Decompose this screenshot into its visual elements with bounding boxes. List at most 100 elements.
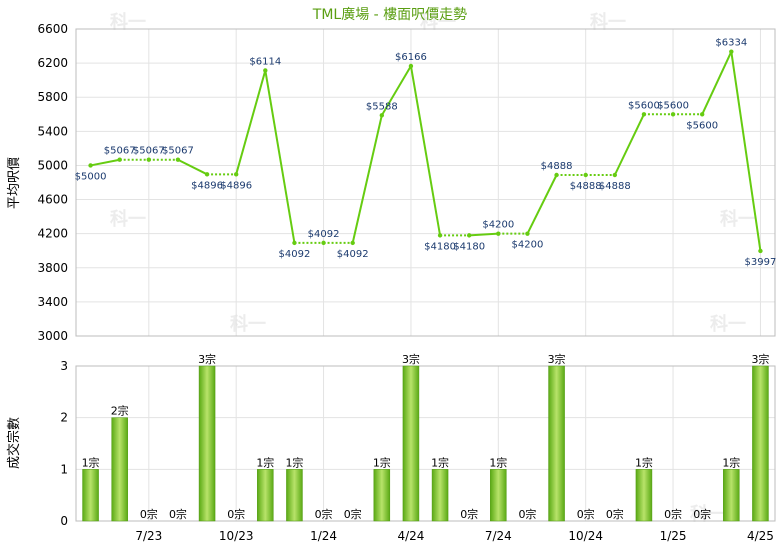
x-tick-label: 1/25 <box>660 529 687 543</box>
volume-y-axis-label: 成交宗數 <box>6 417 22 469</box>
price-y-tick-label: 3400 <box>37 295 68 309</box>
volume-bar <box>82 469 99 522</box>
volume-bar <box>373 469 391 522</box>
volume-y-tick-label: 1 <box>60 462 68 476</box>
price-grid <box>76 28 775 337</box>
volume-bar-label: 0宗 <box>577 507 595 521</box>
price-point <box>525 231 530 236</box>
price-point <box>554 172 559 178</box>
price-point-label: $6114 <box>249 56 281 67</box>
watermark-layer: 科一 科一 科一 科一 科一 科一 科一 科一 <box>110 11 756 525</box>
price-point-label: $6334 <box>715 38 747 49</box>
x-tick-label: 10/24 <box>568 529 603 543</box>
watermark: 科一 <box>110 11 146 33</box>
price-y-axis-label: 平均呎價 <box>7 157 22 209</box>
price-point-label: $4888 <box>599 181 631 192</box>
volume-y-tick-label: 0 <box>60 514 68 528</box>
price-point-label: $4180 <box>453 241 485 252</box>
volume-bar-label: 0宗 <box>606 507 624 521</box>
volume-bar-label: 1宗 <box>82 455 100 469</box>
x-tick-label: 1/24 <box>310 529 337 543</box>
volume-bar-label: 1宗 <box>285 455 303 469</box>
volume-bar <box>752 365 769 522</box>
volume-bar <box>635 469 653 522</box>
price-point <box>263 68 268 73</box>
price-point-label: $4180 <box>424 241 456 252</box>
volume-y-tick-label: 2 <box>60 411 68 425</box>
watermark: 科一 <box>420 11 456 33</box>
volume-bar-label: 1宗 <box>431 455 449 469</box>
volume-bar <box>431 469 449 522</box>
x-axis: 7/23 10/23 1/24 4/24 7/24 10/24 1/25 4/25 <box>135 529 774 543</box>
price-line-segment <box>526 174 558 235</box>
price-point-label: $4896 <box>220 180 252 191</box>
volume-bar <box>257 469 274 522</box>
volume-bar-label: 2宗 <box>111 404 129 418</box>
price-y-tick-label: 5000 <box>37 158 68 172</box>
price-line-segment <box>469 232 499 237</box>
volume-bar-label: 0宗 <box>460 507 478 521</box>
volume-bar-label: 1宗 <box>256 455 274 469</box>
price-point-label: $5588 <box>366 101 398 112</box>
volume-bar-label: 3宗 <box>402 352 420 366</box>
price-point <box>583 172 588 178</box>
price-point <box>117 157 122 162</box>
price-y-tick-label: 3800 <box>37 261 68 275</box>
price-point <box>321 240 326 246</box>
price-point-label: $5600 <box>686 120 718 131</box>
volume-bar-label: 0宗 <box>315 507 333 521</box>
volume-bar <box>111 417 128 522</box>
volume-bar <box>286 469 303 522</box>
price-line-segment <box>177 158 208 176</box>
price-point-label: $5600 <box>628 100 660 111</box>
watermark: 科一 <box>690 503 726 525</box>
watermark: 科一 <box>710 313 746 335</box>
price-y-axis: 3000 3400 3800 4200 4600 5000 5400 5800 6200 6600 <box>37 22 68 343</box>
x-tick-label: 4/25 <box>747 529 774 543</box>
x-tick-label: 10/23 <box>219 529 254 543</box>
price-line-segment <box>701 51 733 115</box>
price-point-label: $4092 <box>337 249 369 260</box>
volume-bar-label: 0宗 <box>344 507 362 521</box>
price-point-label: $4200 <box>512 240 544 251</box>
price-y-tick-label: 3000 <box>37 329 68 343</box>
price-line <box>90 51 762 252</box>
volume-bar-label: 1宗 <box>635 455 653 469</box>
price-point <box>88 163 93 168</box>
price-plot-frame <box>75 28 776 337</box>
price-line-segment <box>613 113 645 176</box>
volume-bar-label: 3宗 <box>548 352 566 366</box>
volume-bar-label: 0宗 <box>140 507 158 521</box>
price-point <box>437 233 443 238</box>
price-y-tick-label: 6600 <box>37 22 68 36</box>
price-point <box>699 112 705 117</box>
price-line-segment <box>409 65 442 236</box>
watermark: 科一 <box>720 208 756 230</box>
price-point <box>292 240 297 246</box>
price-point <box>758 248 763 254</box>
price-line-segment <box>90 158 120 167</box>
volume-bar-label: 0宗 <box>693 507 711 521</box>
watermark: 科一 <box>230 313 266 335</box>
x-tick-label: 7/24 <box>485 529 512 543</box>
price-line-segment <box>730 51 762 252</box>
price-point-label: $4896 <box>191 180 223 191</box>
volume-bar-label: 0宗 <box>227 507 245 521</box>
watermark: 科一 <box>590 11 626 33</box>
price-points <box>88 49 763 254</box>
volume-y-axis: 0 1 2 3 <box>60 359 68 528</box>
volume-bar-label: 0宗 <box>169 507 187 521</box>
price-point-label: $5067 <box>133 146 165 157</box>
volume-plot-frame <box>75 365 776 522</box>
volume-bar-labels: 1宗 2宗 0宗 0宗 3宗 0宗 1宗 1宗 0宗 0宗 1宗 3宗 1宗 0宗 1宗 0宗 3宗 0宗 0宗 1宗… <box>82 352 770 521</box>
price-y-tick-label: 4200 <box>37 227 68 241</box>
x-tick-label: 4/24 <box>397 529 424 543</box>
volume-bar-label: 1宗 <box>489 455 507 469</box>
price-point-label: $5067 <box>104 146 136 157</box>
volume-bar <box>490 469 507 522</box>
price-point-label: $4092 <box>279 249 311 260</box>
volume-bar-label: 3宗 <box>751 352 769 366</box>
chart-title: TML廣場 - 樓面呎價走勢 <box>312 6 467 23</box>
price-line-segment <box>351 115 383 244</box>
